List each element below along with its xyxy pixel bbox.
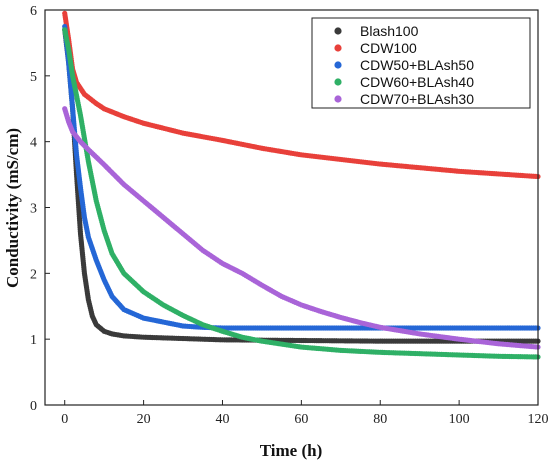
x-tick-label: 60 bbox=[294, 412, 308, 427]
series-4 bbox=[62, 106, 541, 350]
y-tick-label: 3 bbox=[30, 202, 37, 217]
legend-items: Blash100CDW100CDW50+BLAsh50CDW60+BLAsh40… bbox=[334, 23, 474, 107]
legend: Blash100CDW100CDW50+BLAsh50CDW60+BLAsh40… bbox=[311, 17, 531, 109]
x-tick-label: 0 bbox=[61, 412, 68, 427]
legend-marker bbox=[334, 27, 342, 35]
y-tick-label: 4 bbox=[30, 136, 37, 151]
legend-label: Blash100 bbox=[360, 23, 419, 39]
x-tick-label: 100 bbox=[449, 412, 470, 427]
legend-label: CDW50+BLAsh50 bbox=[360, 57, 474, 73]
legend-box bbox=[311, 17, 531, 109]
y-axis-title: Conductivity (mS/cm) bbox=[3, 128, 22, 288]
x-tick-label: 120 bbox=[528, 412, 549, 427]
x-tick-label: 80 bbox=[373, 412, 387, 427]
series-3 bbox=[62, 27, 541, 360]
x-axis-title: Time (h) bbox=[260, 441, 323, 460]
legend-marker bbox=[334, 95, 342, 103]
y-tick-label: 0 bbox=[30, 399, 37, 414]
y-tick-label: 2 bbox=[30, 267, 37, 282]
series-layer bbox=[62, 10, 541, 360]
legend-marker bbox=[334, 78, 342, 86]
ticks-layer: 0 20 40 60 80 100 120 0 1 2 3 4 5 6 bbox=[30, 4, 549, 427]
y-tick-label: 5 bbox=[30, 70, 37, 85]
y-tick-label: 1 bbox=[30, 333, 37, 348]
legend-label: CDW100 bbox=[360, 40, 417, 56]
legend-label: CDW70+BLAsh30 bbox=[360, 91, 474, 107]
legend-marker bbox=[334, 61, 342, 69]
legend-label: CDW60+BLAsh40 bbox=[360, 74, 474, 90]
x-tick-label: 40 bbox=[215, 412, 229, 427]
x-tick-label: 20 bbox=[137, 412, 151, 427]
legend-marker bbox=[334, 44, 342, 52]
y-tick-label: 6 bbox=[30, 4, 37, 19]
